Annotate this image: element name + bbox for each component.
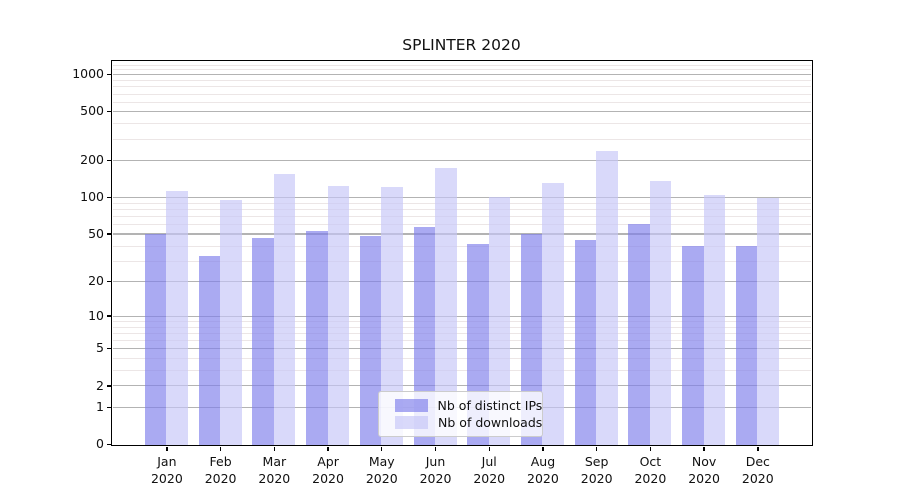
gridline-major-200 [112,159,811,162]
x-tick-label-feb: Feb 2020 [204,453,237,486]
plot-grid-layer [112,62,811,445]
bar-ips-jun [413,227,435,445]
y-tick-label-200: 200 [80,152,104,168]
legend-label-distinct-ips: Nb of distinct IPs [437,398,543,414]
x-tick-mark-sep [595,446,598,451]
gridline-minor-900 [112,80,811,82]
bar-ips-feb [198,255,221,445]
x-tick-label-sep: Sep 2020 [580,453,613,486]
x-tick-mark-jun [434,446,437,451]
gridline-minor-40 [112,245,811,247]
bar-downloads-jun [435,167,457,445]
x-tick-mark-nov [703,446,705,451]
gridline-minor-70 [112,216,811,218]
gridline-major-100 [112,196,811,198]
y-tick-label-10: 10 [88,307,104,323]
gridline-minor-600 [112,101,811,103]
x-tick-mark-jul [488,446,490,451]
bar-downloads-dec [757,197,779,445]
bar-downloads-oct [649,181,672,445]
bar-downloads-jan [166,190,188,445]
gridline-major-20 [112,280,811,283]
x-tick-mark-dec [757,446,759,451]
x-tick-mark-aug [542,446,544,451]
gridline-minor-80 [112,209,811,211]
gridline-major-500 [112,110,811,113]
bar-ips-jan [144,233,167,445]
x-tick-label-jun: Jun 2020 [419,453,452,486]
legend-item-distinct-ips: Nb of distinct IPs [395,398,543,414]
gridline-minor-1100 [112,69,811,71]
bar-downloads-may [381,186,403,445]
legend-swatch-downloads [395,416,429,429]
legend-label-downloads: Nb of downloads [438,415,543,431]
bar-ips-apr [306,230,328,445]
gridline-minor-300 [112,138,811,140]
gridline-major-1000 [112,73,811,76]
y-tick-label-0: 0 [96,436,104,452]
gridline-major-10 [112,315,811,317]
gridline-minor-7 [112,333,811,335]
x-tick-label-apr: Apr 2020 [312,453,344,486]
bar-ips-sep [574,239,597,445]
y-tick-label-20: 20 [88,273,104,289]
gridline-minor-9 [112,321,811,323]
y-tick-label-500: 500 [80,103,104,119]
y-tick-label-1000: 1000 [72,66,104,82]
gridline-major-50 [112,233,811,235]
gridline-minor-6 [112,340,811,342]
plot-bars-layer [113,62,812,445]
x-tick-mark-apr [327,446,329,451]
legend-swatch-distinct-ips [395,399,428,412]
gridline-minor-90 [112,202,811,204]
x-tick-label-oct: Oct 2020 [634,453,667,486]
bar-downloads-feb [220,200,242,445]
bar-downloads-nov [703,194,726,445]
bar-ips-mar [252,238,274,445]
bar-downloads-sep [596,151,618,445]
gridline-minor-400 [112,123,811,125]
gridline-minor-4 [112,358,811,360]
gridline-minor-700 [112,93,811,95]
gridline-major-5 [112,348,811,350]
gridline-minor-3 [112,370,811,372]
gridline-major-2 [112,385,811,387]
x-tick-label-aug: Aug 2020 [527,453,559,486]
x-tick-mark-feb [219,446,222,451]
bar-downloads-aug [542,182,564,445]
bar-downloads-mar [273,174,296,445]
x-tick-mark-mar [273,446,276,451]
bar-ips-dec [735,245,758,445]
x-tick-mark-oct [649,446,652,451]
y-tick-label-100: 100 [80,189,104,205]
y-tick-label-1: 1 [96,399,104,415]
legend: Nb of distinct IPs Nb of downloads [378,391,544,437]
gridline-minor-1200 [112,64,811,66]
gridline-minor-800 [112,86,811,88]
bar-downloads-jul [488,196,511,445]
gridline-minor-30 [112,260,811,262]
x-tick-mark-may [381,446,383,451]
legend-item-downloads: Nb of downloads [395,415,543,431]
y-tick-label-50: 50 [88,225,104,241]
y-tick-label-2: 2 [96,377,104,393]
x-tick-label-mar: Mar 2020 [258,453,291,486]
x-tick-label-dec: Dec 2020 [741,453,774,486]
bar-ips-nov [682,245,704,445]
y-tick-label-5: 5 [96,340,104,356]
bar-downloads-apr [327,186,350,445]
x-tick-mark-jan [166,446,168,451]
x-tick-label-nov: Nov 2020 [688,453,720,486]
x-tick-label-jul: Jul 2020 [473,453,506,486]
gridline-minor-60 [112,224,811,226]
x-tick-label-may: May 2020 [365,453,398,486]
bar-ips-oct [628,224,650,445]
chart-title: SPLINTER 2020 [402,36,521,54]
gridline-minor-8 [112,326,811,328]
x-tick-label-jan: Jan 2020 [150,453,183,486]
bar-ips-may [359,236,382,445]
